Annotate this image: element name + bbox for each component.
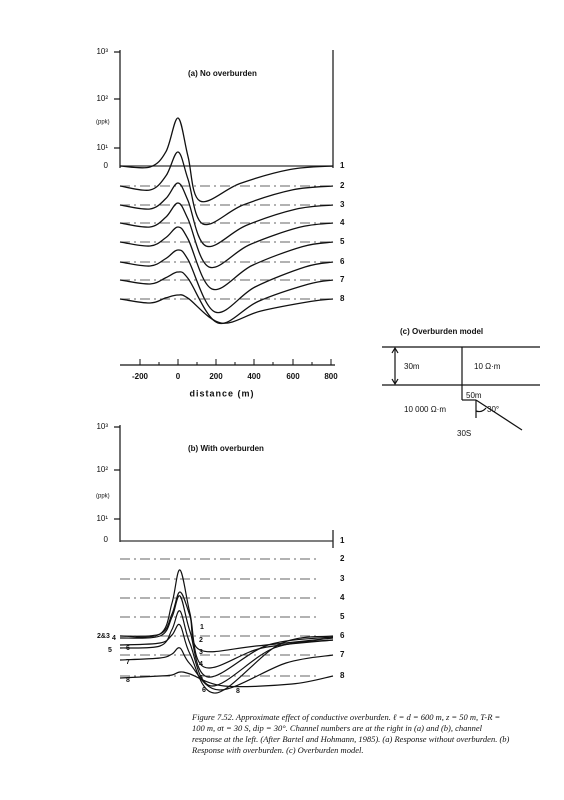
response-curve <box>119 569 334 669</box>
thickness: 30m <box>404 362 420 371</box>
caption: Figure 7.52. Approximate effect of condu… <box>192 712 510 755</box>
channel-label: 8 <box>340 294 345 303</box>
channel-label: 4 <box>340 593 345 602</box>
channel-label: 5 <box>340 237 345 246</box>
response-curve <box>119 249 334 314</box>
response-curve <box>119 117 334 203</box>
channel-label: 7 <box>340 650 345 659</box>
channel-label: 5 <box>340 612 345 621</box>
depth: 50m <box>466 391 482 400</box>
y-axis-label: 10³ <box>96 47 108 56</box>
curve-label: 2 <box>199 637 203 644</box>
overburden-resistivity: 10 Ω·m <box>474 362 501 371</box>
x-axis-label: distance (m) <box>189 388 254 398</box>
channel-label: 2 <box>340 554 345 563</box>
y-axis-label: 10³ <box>96 422 108 431</box>
channel-label: 7 <box>340 275 345 284</box>
dip: 30° <box>487 405 499 414</box>
response-label: 8 <box>126 677 130 684</box>
y-axis-label: 10² <box>96 94 108 103</box>
channel-label: 4 <box>340 218 345 227</box>
response-curve <box>119 294 334 324</box>
curve-label: 5 <box>199 675 203 682</box>
response-curve <box>119 202 334 269</box>
response-curve <box>119 271 334 325</box>
channel-label: 1 <box>340 161 345 170</box>
response-curve <box>119 595 334 678</box>
response-label: 4 <box>112 635 116 642</box>
response-curve <box>119 151 334 226</box>
curve-label: 1 <box>200 624 204 631</box>
panel-b-title: (b) With overburden <box>188 444 264 453</box>
response-curve <box>119 623 334 694</box>
host-resistivity: 10 000 Ω·m <box>404 405 446 414</box>
curve-label: 3 <box>199 649 203 656</box>
x-tick-label: 200 <box>209 372 223 381</box>
response-label: 7 <box>126 659 130 666</box>
response-curve <box>119 226 334 291</box>
channel-label: 3 <box>340 574 345 583</box>
y-axis-label: 0 <box>104 535 109 544</box>
response-curve <box>119 671 334 688</box>
panel-c-title: (c) Overburden model <box>400 327 483 336</box>
curve-label: 4 <box>199 661 203 668</box>
y-axis-label: 10¹ <box>96 143 108 152</box>
y-axis-label: 10¹ <box>96 514 108 523</box>
channel-label: 1 <box>340 536 345 545</box>
channel-label: 6 <box>340 631 345 640</box>
response-label: 6 <box>126 645 130 652</box>
x-tick-label: -200 <box>132 372 149 381</box>
y-axis-label: (ppk) <box>96 120 110 126</box>
channel-label: 2 <box>340 181 345 190</box>
response-curve <box>119 647 334 691</box>
y-axis-label: 10² <box>96 465 108 474</box>
response-curve <box>119 182 334 248</box>
response-label: 5 <box>108 647 112 654</box>
y-axis-label: (ppk) <box>96 494 110 500</box>
channel-label: 8 <box>340 671 345 680</box>
conductance: 30S <box>457 429 471 438</box>
x-tick-label: 400 <box>247 372 261 381</box>
curve-label: 8 <box>236 688 240 695</box>
channel-label: 3 <box>340 200 345 209</box>
response-label: 2&3 <box>97 633 110 640</box>
x-tick-label: 800 <box>324 372 338 381</box>
panel-a-title: (a) No overburden <box>188 69 257 78</box>
y-axis-label: 0 <box>104 161 109 170</box>
x-tick-label: 600 <box>286 372 300 381</box>
x-tick-label: 0 <box>176 372 181 381</box>
curve-label: 6 <box>202 687 206 694</box>
frames <box>114 50 540 548</box>
response-curve <box>119 610 334 687</box>
channel-label: 6 <box>340 257 345 266</box>
